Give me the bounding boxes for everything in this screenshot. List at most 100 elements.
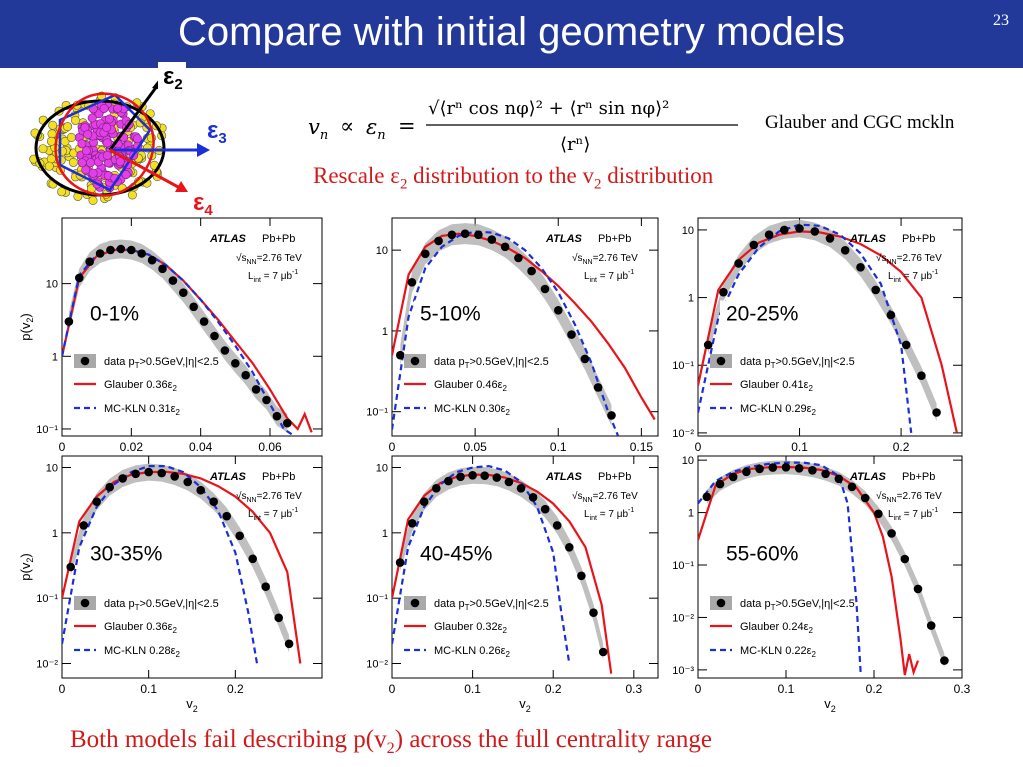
- legend-mckln-label: MC-KLN 0.28ε2: [104, 645, 181, 659]
- data-point: [241, 370, 250, 380]
- y-axis-label-close: ): [18, 313, 33, 317]
- lumi-sup: -1: [292, 507, 298, 514]
- y-tick-label: 10⁻¹: [36, 593, 58, 605]
- centrality-label: 30-35%: [90, 542, 162, 565]
- data-point: [222, 511, 231, 521]
- legend-data-label: data pT>0.5GeV,|η|<2.5: [434, 598, 549, 612]
- plot-area: [62, 463, 302, 664]
- centrality-label: 0-1%: [90, 302, 139, 325]
- legend-data-label: data pT>0.5GeV,|η|<2.5: [104, 356, 219, 370]
- y-tick-label: 1: [382, 528, 388, 540]
- nucleon-spectator: [48, 120, 58, 130]
- nucleon-spectator: [68, 157, 78, 167]
- legend-glauber-eps: ε: [168, 621, 173, 633]
- data-point: [554, 306, 563, 315]
- x-tick-label: 0.04: [189, 440, 213, 454]
- data-point: [913, 584, 923, 594]
- chart-panel-20-25%: 0 0.1 0.2 10 1 10⁻¹ 10⁻² ATLAS Pb+Pb √sNN=2.76 Te…: [672, 217, 963, 454]
- data-point: [168, 276, 178, 285]
- legend-mckln-sub: 2: [812, 650, 817, 659]
- legend-glauber-label: Glauber 0.46ε2: [434, 379, 508, 393]
- formula-vn: vn: [308, 115, 328, 143]
- lumi-label: Lint = 7 μb-1: [888, 269, 938, 284]
- system-label: Pb+Pb: [902, 233, 935, 245]
- data-point: [808, 466, 817, 475]
- data-point: [810, 227, 820, 236]
- plot-area: [62, 239, 313, 436]
- legend-data-marker: [716, 356, 726, 366]
- y-tick-label: 1: [688, 293, 694, 305]
- data-point: [199, 317, 209, 326]
- formula-eps: εn: [366, 115, 386, 143]
- x-tick-label: 0.2: [227, 682, 244, 696]
- data-point: [105, 482, 114, 492]
- eps4-label: ε4: [193, 189, 213, 219]
- lumi-sub: int: [254, 277, 261, 284]
- data-point: [92, 497, 101, 507]
- data-point: [764, 230, 774, 239]
- eps4-arrow: [109, 148, 181, 190]
- geometry-illustration: ε2 ε3 ε4: [29, 62, 227, 219]
- data-point: [170, 472, 179, 481]
- x-axis-label-sub: 2: [526, 704, 531, 714]
- data-point: [781, 463, 791, 472]
- data-point: [598, 647, 608, 657]
- data-point: [527, 266, 536, 276]
- legend-data-marker: [410, 356, 420, 366]
- x-tick-label: 0.2: [866, 682, 883, 696]
- data-point: [886, 310, 896, 320]
- lumi-sup: -1: [628, 269, 634, 276]
- legend-data-sub: T: [771, 361, 776, 370]
- legend-data-sub: T: [135, 603, 140, 612]
- slide-title: Compare with initial geometry models: [178, 10, 845, 54]
- data-point: [742, 467, 751, 477]
- data-point: [768, 463, 778, 472]
- nucleon-participant: [87, 113, 97, 123]
- data-point: [75, 273, 84, 283]
- glauber-curve: [62, 470, 302, 664]
- lumi-sub: int: [590, 515, 597, 522]
- data-point: [183, 477, 192, 487]
- energy-val: =2.76 TeV: [897, 253, 942, 264]
- legend-data-sub: T: [771, 603, 776, 612]
- y-tick-label: 10⁻¹: [366, 407, 388, 419]
- data-point: [460, 229, 470, 238]
- lumi-sub: int: [894, 277, 901, 284]
- system-label: Pb+Pb: [598, 233, 631, 245]
- lumi-label: Lint = 7 μb-1: [248, 507, 298, 522]
- centrality-label-bg: [720, 300, 814, 329]
- legend-glauber-eps: ε: [498, 621, 503, 633]
- data-point: [856, 263, 865, 272]
- data-point: [468, 471, 477, 480]
- data-point: [567, 330, 576, 339]
- x-tick-label: 0.05: [463, 440, 487, 454]
- lumi-sup: -1: [292, 269, 298, 276]
- conclusion-text: Both models fail describing p(v2) across…: [70, 726, 712, 757]
- data-point: [251, 385, 261, 394]
- atlas-label: ATLAS: [545, 471, 583, 483]
- y-tick-label: 10⁻¹: [366, 593, 388, 605]
- data-point: [66, 562, 75, 572]
- legend-mckln-sub: 2: [812, 408, 817, 417]
- y-tick-label: 10⁻¹: [672, 360, 694, 372]
- legend-mckln-label: MC-KLN 0.29ε2: [740, 403, 817, 417]
- eps2-label: ε2: [163, 63, 183, 93]
- nucleon-participant: [83, 130, 93, 140]
- legend-data-sub: T: [465, 603, 470, 612]
- system-label: Pb+Pb: [902, 471, 935, 483]
- lumi-val: = 7 μb: [597, 271, 628, 282]
- data-point: [565, 543, 574, 552]
- data-point: [106, 245, 115, 255]
- data-point: [131, 469, 140, 479]
- legend-data-marker: [80, 356, 90, 366]
- legend-mckln-eps: ε: [171, 645, 176, 657]
- lumi-label: Lint = 7 μb-1: [888, 507, 938, 522]
- lumi-sub: int: [590, 277, 597, 284]
- legend-glauber-sub: 2: [503, 626, 508, 635]
- legend-glauber-sub: 2: [173, 626, 178, 635]
- data-point: [116, 244, 126, 254]
- y-tick-label: 10: [46, 463, 58, 475]
- nucleon-participant: [105, 114, 115, 124]
